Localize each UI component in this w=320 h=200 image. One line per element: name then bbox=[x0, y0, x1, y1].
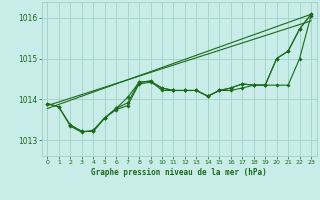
X-axis label: Graphe pression niveau de la mer (hPa): Graphe pression niveau de la mer (hPa) bbox=[91, 168, 267, 177]
